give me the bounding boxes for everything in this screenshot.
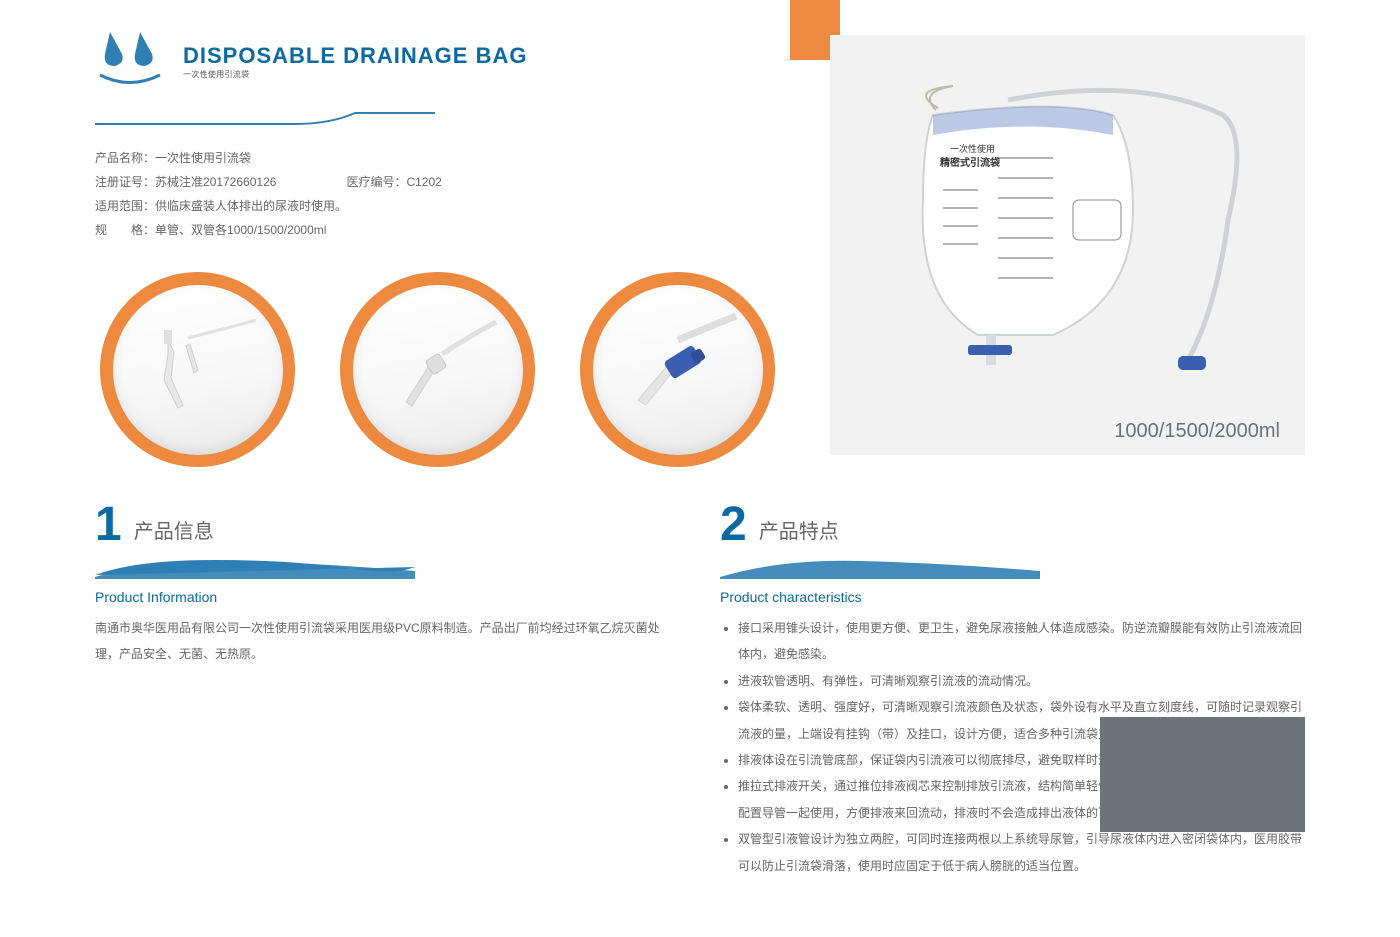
- spec-value: C1202: [406, 175, 441, 189]
- spec-value: 供临床盛装人体排出的尿液时使用。: [155, 199, 347, 213]
- feature-item: 双管型引液管设计为独立两腔，可同时连接两根以上系统导尿管，引导尿液体内进入密闭袋…: [738, 826, 1305, 879]
- decor-swoosh: [720, 557, 1040, 579]
- section-title-1: 产品信息: [134, 515, 214, 552]
- spec-label: 规 格：: [95, 223, 155, 237]
- decor-underline: [95, 110, 435, 128]
- certificate-thumbnail: [1100, 717, 1305, 832]
- section-num-2: 2: [720, 497, 747, 552]
- spec-label: 适用范围：: [95, 199, 155, 213]
- feature-item: 进液软管透明、有弹性，可清晰观察引流液的流动情况。: [738, 668, 1305, 694]
- thumb-connector-b: [340, 272, 535, 467]
- svg-text:精密式引流袋: 精密式引流袋: [940, 156, 1001, 169]
- section-title-2: 产品特点: [759, 515, 839, 552]
- decor-swoosh: [95, 557, 415, 579]
- section-num-1: 1: [95, 497, 122, 552]
- feature-item: 接口采用锥头设计，使用更方便、更卫生，避免尿液接触人体造成感染。防逆流瓣膜能有效…: [738, 615, 1305, 668]
- thumb-image: [113, 285, 283, 455]
- section-en-2: Product characteristics: [720, 589, 1305, 605]
- main-product-image: 一次性使用 精密式引流袋 1000/1500/2000ml: [830, 35, 1305, 455]
- product-size-caption: 1000/1500/2000ml: [1114, 420, 1280, 443]
- spec-value: 一次性使用引流袋: [155, 151, 251, 165]
- spec-value: 单管、双管各1000/1500/2000ml: [155, 223, 326, 237]
- svg-text:一次性使用: 一次性使用: [950, 143, 995, 154]
- thumb-image: [593, 285, 763, 455]
- spec-value: 苏械注准20172660126: [155, 175, 276, 189]
- thumb-image: [353, 285, 523, 455]
- spec-label: 注册证号：: [95, 175, 155, 189]
- section-body-1: 南通市奥华医用品有限公司一次性使用引流袋采用医用级PVC原料制造。产品出厂前均经…: [95, 615, 680, 668]
- brand-sub: 一次性使用引流袋: [183, 69, 527, 80]
- drop-logo-icon: [95, 30, 165, 85]
- col-product-info: 1 产品信息 Product Information 南通市奥华医用品有限公司一…: [95, 497, 680, 879]
- brand-title: DISPOSABLE DRAINAGE BAG: [183, 43, 527, 69]
- spec-label: 医疗编号：: [346, 175, 406, 189]
- thumb-connector-a: [100, 272, 295, 467]
- thumb-valve-t: [580, 272, 775, 467]
- section-en-1: Product Information: [95, 589, 680, 605]
- spec-label: 产品名称：: [95, 151, 155, 165]
